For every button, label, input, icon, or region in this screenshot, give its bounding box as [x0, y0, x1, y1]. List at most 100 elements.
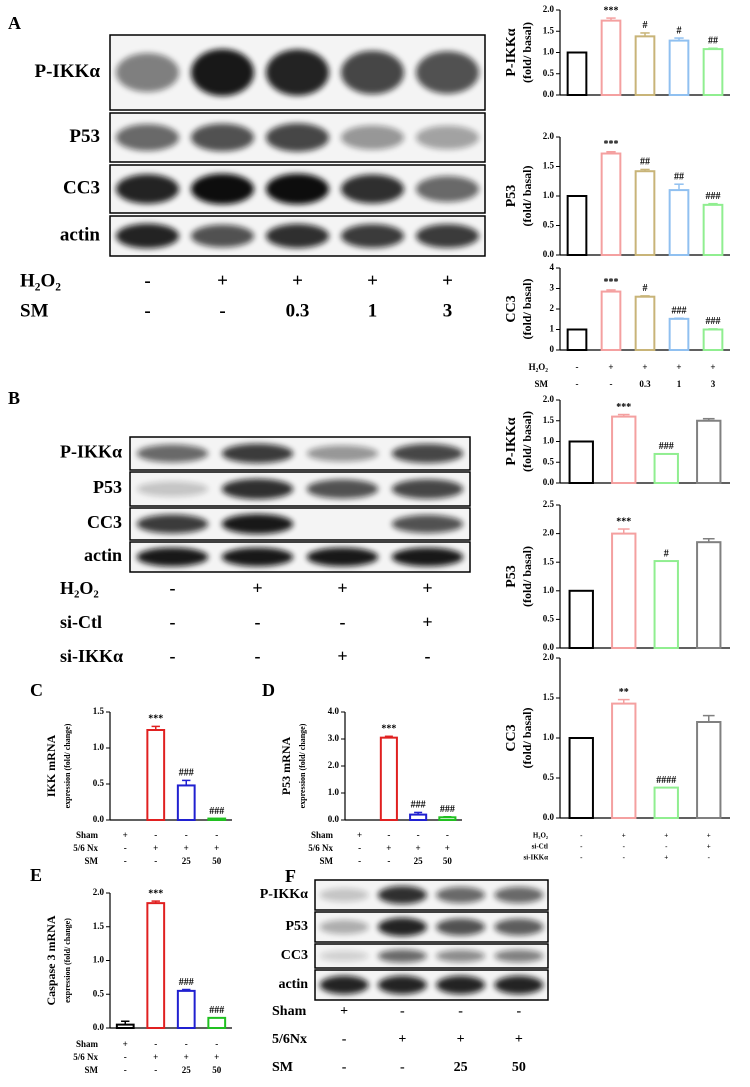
treatment-value: +	[622, 832, 626, 840]
blot-row-label: actin	[60, 224, 101, 245]
blot-band	[494, 918, 544, 936]
panel-letter: A	[8, 13, 21, 33]
bar	[696, 721, 722, 819]
blot-band	[191, 173, 254, 205]
treatment-label: Sham	[76, 830, 99, 840]
blot-band	[436, 886, 486, 904]
treatment-value: -	[170, 646, 176, 666]
significance-label: ###	[179, 768, 194, 779]
y-tick-label: 0.0	[543, 642, 555, 652]
y-axis-label: CC3	[504, 724, 519, 751]
treatment-value: +	[252, 578, 262, 598]
treatment-value: -	[154, 1065, 157, 1075]
bar	[379, 736, 398, 822]
treatment-value: -	[665, 843, 668, 851]
y-tick-label: 1.0	[543, 190, 555, 200]
blot-row-label: actin	[84, 545, 122, 565]
significance-label: ###	[672, 306, 687, 317]
significance-label: ***	[616, 402, 631, 413]
significance-label: ##	[674, 171, 684, 182]
significance-label: ####	[656, 775, 676, 786]
blot-band	[436, 918, 486, 936]
blot-band	[191, 123, 254, 152]
blot-band	[221, 547, 294, 567]
significance-label: ***	[381, 724, 396, 735]
bar	[176, 989, 196, 1029]
blot-row-label: P-IKKα	[60, 442, 122, 462]
y-tick-label: 0.0	[543, 89, 555, 99]
blot-band	[377, 975, 427, 995]
treatment-label: 5/6 Nx	[308, 843, 333, 853]
treatment-value: -	[387, 830, 390, 840]
treatment-label: H₂O₂	[60, 578, 99, 598]
treatment-value: +	[214, 843, 219, 853]
blot-row-label: CC3	[281, 948, 308, 963]
treatment-value: -	[342, 1060, 347, 1075]
blot-band	[416, 51, 479, 94]
bar	[611, 702, 637, 819]
y-tick-label: 0.5	[543, 456, 555, 466]
blot-band	[436, 949, 486, 963]
y-tick-label: 4	[550, 262, 555, 272]
y-tick-label: 0.0	[543, 812, 555, 822]
treatment-value: -	[185, 1039, 188, 1049]
y-tick-label: 1.5	[93, 706, 105, 716]
blot-band	[319, 950, 369, 962]
y-tick-label: 2.5	[543, 499, 555, 509]
treatment-value: -	[124, 843, 127, 853]
treatment-label: 5/6 Nx	[73, 843, 98, 853]
blot-band	[266, 223, 329, 249]
treatment-value: -	[358, 856, 361, 866]
treatment-value: +	[340, 1004, 348, 1019]
blot-row-label: P-IKKα	[35, 61, 101, 82]
y-axis-label: P-IKKα	[504, 28, 519, 76]
treatment-label: SM	[320, 856, 334, 866]
blot-row-label: CC3	[63, 177, 100, 198]
bar	[568, 589, 594, 649]
y-axis-label: Caspase 3 mRNA	[44, 915, 58, 1005]
bar	[409, 813, 428, 821]
y-tick-label: 0.0	[543, 477, 555, 487]
y-tick-label: 2.0	[543, 652, 555, 662]
blot-band	[136, 444, 209, 463]
y-tick-label: 0.5	[93, 778, 105, 788]
y-tick-label: 0	[550, 344, 555, 354]
y-tick-label: 0.0	[543, 249, 555, 259]
significance-label: ###	[659, 441, 674, 452]
blot-band	[416, 125, 479, 150]
treatment-value: 50	[512, 1060, 526, 1075]
treatment-label: Sham	[272, 1004, 307, 1019]
bar	[653, 786, 679, 819]
treatment-label: SM	[272, 1060, 293, 1075]
y-tick-label: 0.5	[543, 772, 555, 782]
treatment-value: +	[515, 1032, 523, 1047]
significance-label: #	[643, 283, 648, 294]
blot-band	[116, 223, 179, 249]
treatment-label: si-Ctl	[532, 843, 548, 851]
y-tick-label: 4.0	[328, 706, 340, 716]
treatment-value: +	[367, 270, 378, 291]
treatment-value: -	[580, 854, 583, 862]
y-tick-label: 1.5	[543, 556, 555, 566]
significance-label: ###	[706, 316, 721, 327]
blot-band	[341, 224, 404, 248]
treatment-label: SM	[20, 300, 49, 321]
blot-band	[341, 50, 404, 95]
treatment-value: -	[124, 1052, 127, 1062]
significance-label: ***	[148, 888, 163, 899]
blot-band	[377, 917, 427, 937]
y-axis-label: P53	[504, 565, 519, 588]
treatment-value: -	[342, 1032, 347, 1047]
y-tick-label: 1	[550, 324, 555, 334]
treatment-value: 50	[443, 856, 453, 866]
bar	[611, 532, 637, 649]
y-axis-label: (fold/ basal)	[520, 546, 534, 607]
blot-band	[191, 48, 254, 97]
bar	[668, 189, 690, 257]
blot-band	[494, 886, 544, 904]
treatment-label: si-IKKα	[60, 646, 123, 666]
treatment-label: Sham	[76, 1039, 99, 1049]
y-tick-label: 1.0	[328, 787, 340, 797]
treatment-value: +	[642, 362, 647, 372]
bar	[696, 541, 722, 649]
